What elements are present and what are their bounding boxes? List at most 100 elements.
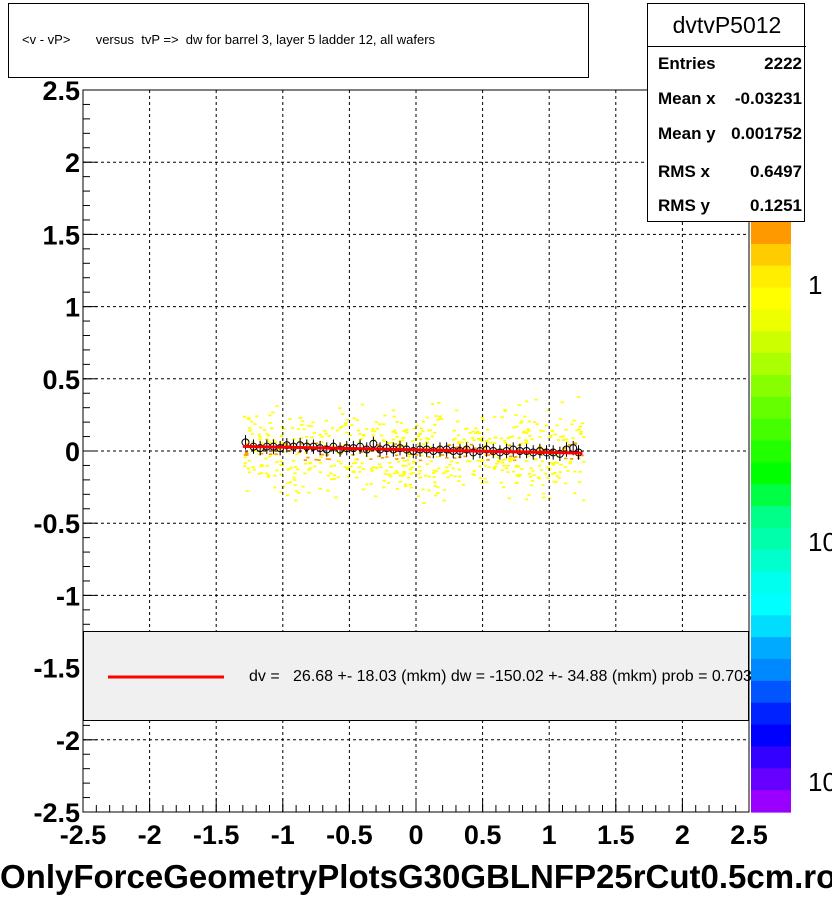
heatmap-cell xyxy=(456,442,460,445)
heatmap-cell xyxy=(497,460,501,462)
heatmap-cell xyxy=(515,425,519,428)
heatmap-cell xyxy=(330,427,335,429)
heatmap-cell xyxy=(541,484,545,486)
heatmap-cell xyxy=(575,429,579,432)
heatmap-cell xyxy=(536,476,541,479)
heatmap-cell xyxy=(371,430,375,433)
heatmap-cell xyxy=(439,453,443,456)
heatmap-cell xyxy=(403,472,407,474)
heatmap-cell xyxy=(576,396,581,398)
heatmap-cell xyxy=(330,478,334,480)
y-tick-label: 1 xyxy=(65,293,80,323)
colorbar-label-1: 1 xyxy=(808,270,823,300)
heatmap-cell xyxy=(382,439,386,441)
heatmap-cell xyxy=(546,477,550,479)
heatmap-cell xyxy=(434,415,438,417)
heatmap-cell xyxy=(303,459,307,461)
colorbar-segment xyxy=(751,265,791,289)
heatmap-cell xyxy=(317,459,321,461)
heatmap-cell xyxy=(506,465,510,467)
heatmap-cell xyxy=(496,457,500,459)
heatmap-cell xyxy=(294,499,298,502)
heatmap-cell xyxy=(386,441,390,444)
heatmap-cell xyxy=(515,481,519,484)
heatmap-cell xyxy=(273,441,278,443)
heatmap-cell xyxy=(483,448,487,451)
colorbar-segment xyxy=(751,637,791,660)
heatmap-cell xyxy=(436,486,440,489)
heatmap-cell xyxy=(254,449,258,452)
heatmap-cell xyxy=(303,472,307,475)
heatmap-cell xyxy=(558,471,562,473)
heatmap-cell xyxy=(560,401,564,404)
heatmap-cell xyxy=(395,435,399,438)
colorbar-segment xyxy=(751,353,791,376)
heatmap-cell xyxy=(252,468,256,471)
heatmap-cell xyxy=(242,415,247,418)
heatmap-cell xyxy=(313,465,317,468)
stats-value-entries: 2222 xyxy=(764,54,802,73)
heatmap-cell xyxy=(286,482,290,484)
heatmap-cell xyxy=(419,438,423,441)
heatmap-cell xyxy=(480,440,484,442)
heatmap-cell xyxy=(527,473,532,475)
heatmap-cell xyxy=(257,453,261,456)
heatmap-cell xyxy=(578,425,582,428)
heatmap-cell xyxy=(377,455,381,458)
heatmap-cell xyxy=(421,430,425,432)
heatmap-cell xyxy=(371,428,375,430)
heatmap-cell xyxy=(437,467,441,470)
heatmap-cell xyxy=(455,446,459,449)
heatmap-cell xyxy=(250,433,254,435)
heatmap-cell xyxy=(300,420,305,423)
heatmap-cell xyxy=(307,491,311,494)
heatmap-cell xyxy=(337,460,341,462)
heatmap-cell xyxy=(426,438,431,440)
heatmap-cell xyxy=(502,464,506,467)
heatmap-cell xyxy=(465,441,469,443)
colorbar-segment xyxy=(751,309,791,332)
heatmap-cell xyxy=(573,492,577,495)
heatmap-cell xyxy=(391,438,395,441)
heatmap-cell xyxy=(415,424,419,427)
heatmap-cell xyxy=(453,457,457,459)
heatmap-cell xyxy=(365,483,369,486)
heatmap-cell xyxy=(273,474,277,477)
profile-point xyxy=(369,439,378,448)
heatmap-cell xyxy=(279,442,283,444)
heatmap-cell xyxy=(501,459,505,461)
heatmap-cell xyxy=(262,448,266,451)
x-tick-label: -1.5 xyxy=(193,820,240,850)
heatmap-cell xyxy=(257,473,261,475)
heatmap-cell xyxy=(442,489,447,491)
heatmap-cell xyxy=(533,421,537,423)
heatmap-cell xyxy=(456,420,460,423)
colorbar-segment xyxy=(751,462,791,485)
x-tick-label: 0 xyxy=(408,820,423,850)
heatmap-cell xyxy=(430,403,435,405)
heatmap-cell xyxy=(553,461,557,464)
heatmap-cell xyxy=(535,423,539,425)
colorbar-segment xyxy=(751,549,791,573)
heatmap-cell xyxy=(294,490,299,492)
stats-value-mean-y: 0.001752 xyxy=(731,124,802,143)
heatmap-cell xyxy=(511,470,516,473)
heatmap-cell xyxy=(515,474,519,477)
heatmap-cell xyxy=(392,415,396,418)
y-tick-label: -2.5 xyxy=(33,798,80,828)
heatmap-cell xyxy=(350,424,354,426)
heatmap-cell xyxy=(413,461,417,464)
heatmap-cell xyxy=(411,440,415,442)
heatmap-cell xyxy=(394,432,398,434)
heatmap-cell xyxy=(395,472,400,474)
heatmap-cell xyxy=(483,465,488,467)
heatmap-cell xyxy=(389,475,393,478)
heatmap-cell xyxy=(519,442,523,445)
heatmap-cell xyxy=(524,498,529,501)
heatmap-cell xyxy=(382,486,386,489)
heatmap-cell xyxy=(380,457,385,459)
heatmap-cell xyxy=(382,423,386,426)
heatmap-cell xyxy=(405,428,409,431)
heatmap-cell xyxy=(292,438,296,440)
heatmap-cell xyxy=(411,471,415,474)
